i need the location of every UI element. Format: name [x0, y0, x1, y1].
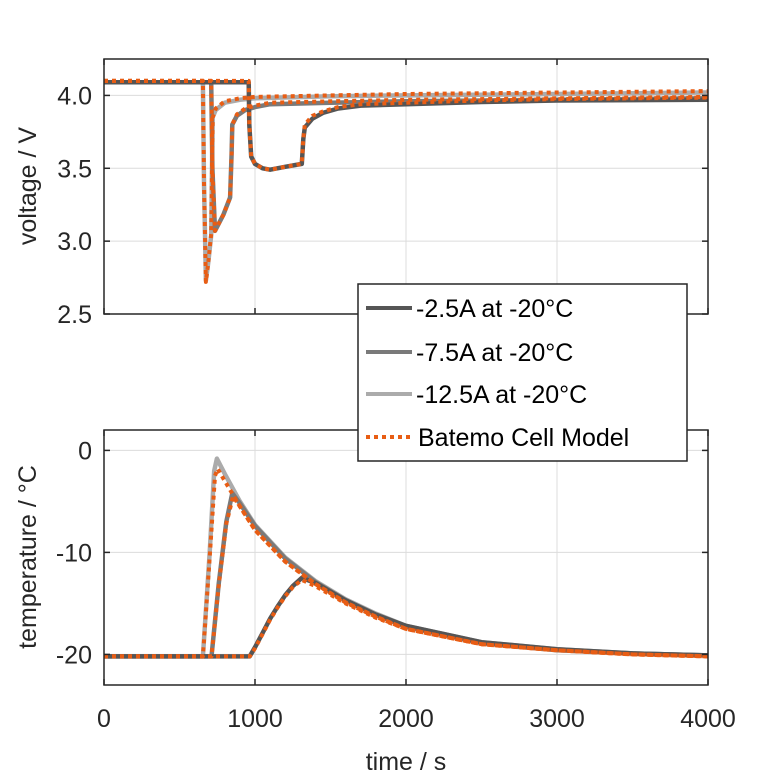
x-tick-label: 2000 [378, 705, 434, 733]
legend-entry: -2.5A at -20°C [366, 295, 573, 323]
x-tick-label: 3000 [529, 705, 585, 733]
voltage-ytick-labels: 2.5 3.0 3.5 4.0 [57, 82, 92, 329]
y-tick-label: -20 [56, 641, 92, 669]
legend-label: -12.5A at -20°C [416, 381, 587, 409]
legend: -2.5A at -20°C -7.5A at -20°C -12.5A at … [357, 283, 688, 462]
model-series-line [104, 494, 708, 659]
legend-label: -2.5A at -20°C [416, 295, 573, 323]
model-series-line [104, 78, 708, 233]
y-tick-label: 2.5 [57, 301, 92, 329]
temperature-xtick-labels: 0 1000 2000 3000 4000 [97, 705, 736, 733]
y-tick-label: 3.5 [57, 155, 92, 183]
voltage-ylabel: voltage / V [14, 127, 42, 245]
temperature-xlabel: time / s [366, 748, 447, 776]
legend-label: -7.5A at -20°C [416, 339, 573, 367]
legend-entry: Batemo Cell Model [366, 424, 629, 452]
measurement-series-line [104, 80, 708, 172]
legend-label: Batemo Cell Model [418, 424, 629, 452]
x-tick-label: 4000 [680, 705, 736, 733]
temperature-ylabel: temperature / °C [14, 465, 42, 649]
x-tick-label: 1000 [227, 705, 283, 733]
y-tick-label: 0 [78, 437, 92, 465]
model-series-line [104, 577, 708, 659]
temperature-axes: -20 -10 0 0 1000 2000 3000 4000 temperature / … [14, 429, 736, 776]
model-series-line [104, 78, 708, 284]
temperature-series [104, 456, 708, 659]
y-tick-label: 4.0 [57, 82, 92, 110]
y-tick-label: -10 [56, 539, 92, 567]
voltage-series [104, 78, 708, 284]
y-tick-label: 3.0 [57, 228, 92, 256]
legend-entry: -12.5A at -20°C [366, 381, 587, 409]
x-tick-label: 0 [97, 705, 111, 733]
legend-entry: -7.5A at -20°C [366, 339, 573, 367]
temperature-ytick-labels: -20 -10 0 [56, 437, 92, 669]
legend-box [357, 283, 688, 462]
temperature-grid [104, 430, 708, 685]
